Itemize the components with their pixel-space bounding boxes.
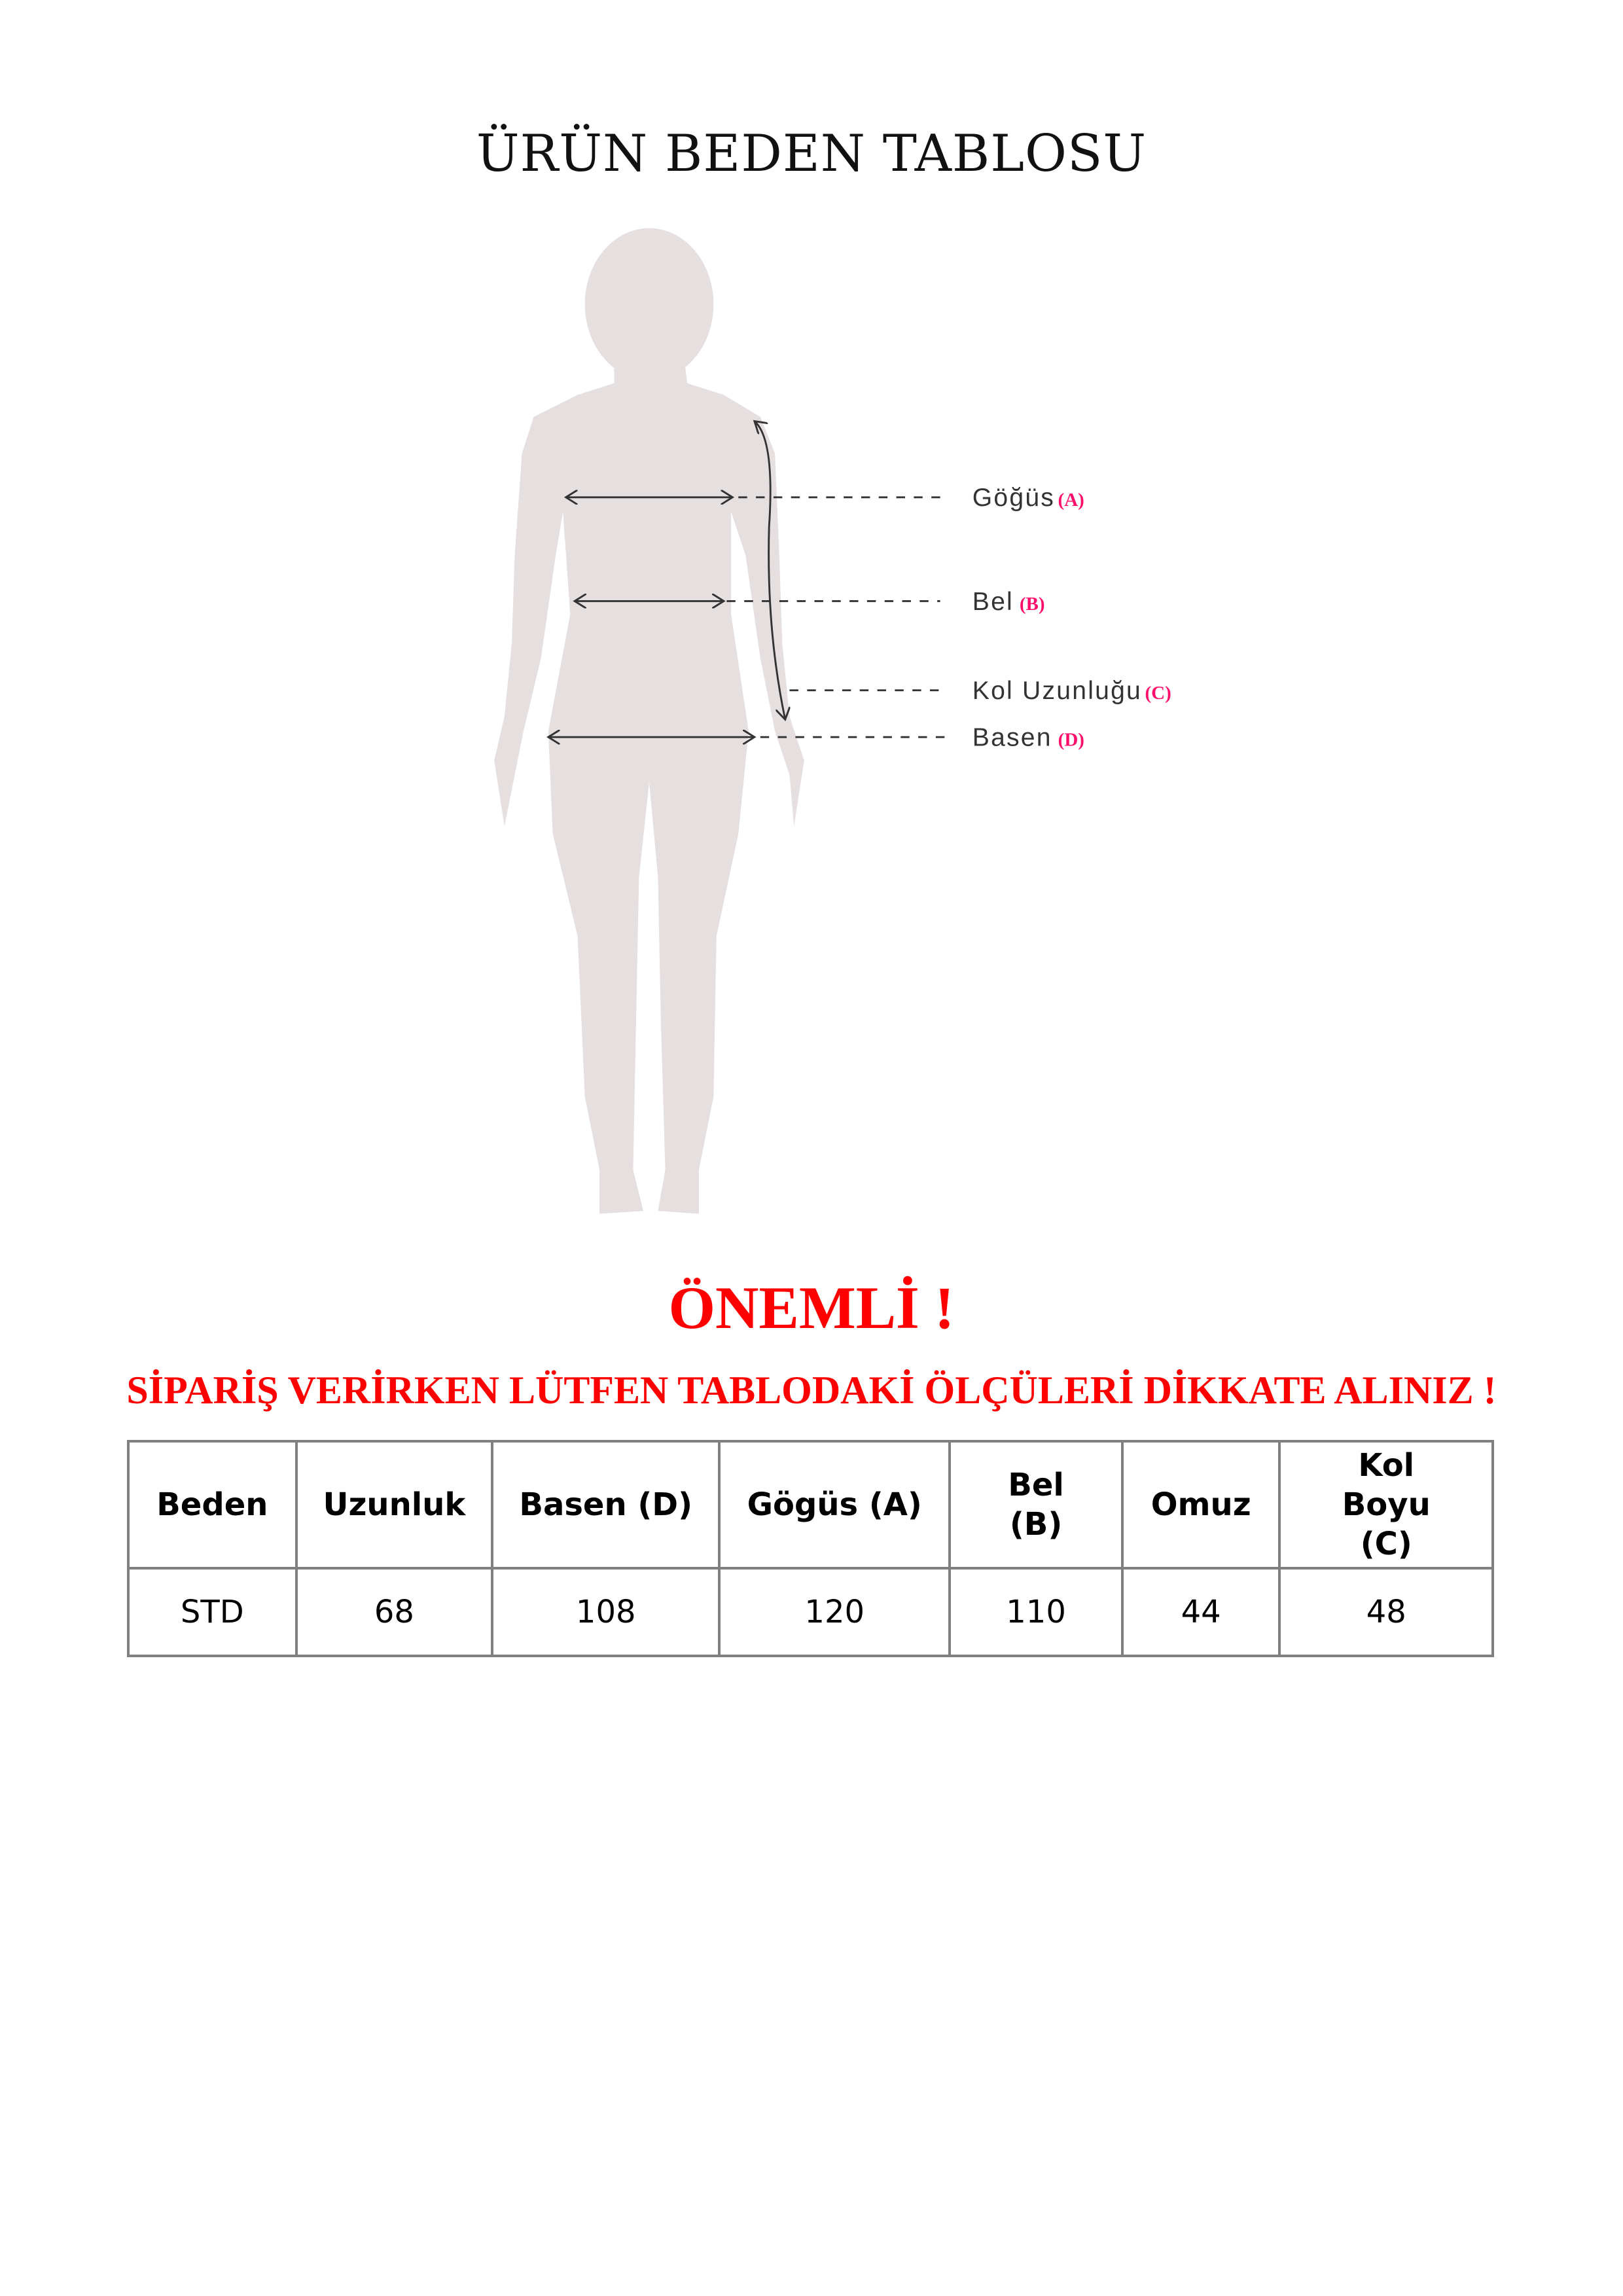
header-arm-length: Kol Boyu (C)	[1278, 1440, 1494, 1570]
header-length: Uzunluk	[294, 1440, 494, 1570]
header-hip: Basen (D)	[491, 1440, 721, 1570]
important-heading: ÖNEMLİ !	[668, 1274, 955, 1341]
table-header-row: Beden Uzunluk Basen (D) Gögüs (A) Bel (B…	[127, 1440, 1494, 1570]
header-waist: Bel (B)	[948, 1440, 1124, 1570]
cell-shoulder: 44	[1120, 1567, 1281, 1657]
arm-arrow	[755, 422, 785, 720]
size-table: Beden Uzunluk Basen (D) Gögüs (A) Bel (B…	[127, 1440, 1494, 1657]
label-arm-length: Kol Uzunluğu (C)	[972, 677, 1171, 705]
cell-chest: 120	[718, 1567, 952, 1657]
label-waist: Bel (B)	[972, 588, 1045, 616]
table-row: STD 68 108 120 110 44 48	[127, 1567, 1494, 1657]
label-hip: Basen (D)	[972, 724, 1084, 752]
label-chest: Göğüs (A)	[972, 484, 1084, 512]
cell-size: STD	[127, 1567, 298, 1657]
silhouette	[494, 228, 804, 1214]
cell-waist: 110	[948, 1567, 1124, 1657]
cell-hip: 108	[491, 1567, 721, 1657]
page-title: ÜRÜN BEDEN TABLOSU	[476, 124, 1147, 183]
header-chest: Gögüs (A)	[718, 1440, 952, 1570]
cell-length: 68	[294, 1567, 494, 1657]
cell-arm-length: 48	[1278, 1567, 1494, 1657]
header-size: Beden	[127, 1440, 298, 1570]
order-notice: SİPARİŞ VERİRKEN LÜTFEN TABLODAKİ ÖLÇÜLE…	[126, 1369, 1497, 1412]
header-shoulder: Omuz	[1120, 1440, 1281, 1570]
